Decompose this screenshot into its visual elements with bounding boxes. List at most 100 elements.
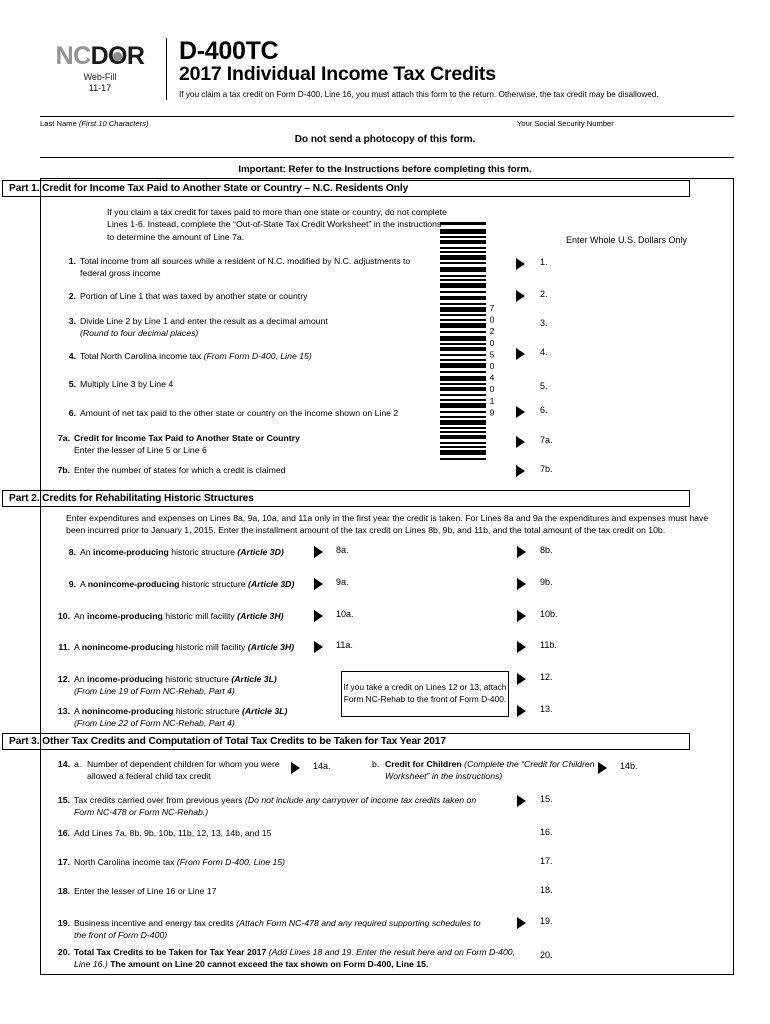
line-14b-label: b. [372, 759, 380, 769]
line-10b-arrow-icon [517, 610, 526, 622]
line-9-article: (Article 3D) [248, 579, 295, 589]
line-12-row: 12. An income-producing historic structu… [50, 673, 340, 697]
line-7b-field-label: 7b. [540, 464, 553, 474]
line-17-row: 17. North Carolina income tax (From Form… [50, 856, 490, 868]
line-7b-arrow-icon [516, 465, 525, 477]
line-4-row: 4. Total North Carolina income tax (From… [56, 350, 436, 362]
line-15-italic: (Do not include any carryover of income … [74, 795, 477, 818]
line-4-number: 4. [68, 351, 76, 361]
part1-heading: Part 1. Credit for Income Tax Paid to An… [2, 180, 690, 197]
part1-intro: If you claim a tax credit for taxes paid… [107, 207, 447, 242]
line-16-number: 16. [57, 828, 70, 838]
line-11-article: (Article 3H) [247, 642, 295, 652]
logo-d-text: D [90, 42, 109, 70]
line-4-text-ref: (From Form D-400, Line 15) [203, 351, 312, 361]
line-1-arrow-icon [516, 258, 525, 270]
line-4-field-label: 4. [540, 347, 548, 357]
important-note: Important: Refer to the Instructions bef… [238, 164, 532, 175]
line-13-article: (Article 3L) [242, 706, 288, 716]
line-9a-arrow-icon [314, 578, 323, 590]
line-13-subtext: (From Line 22 of Form NC-Rehab, Part 4) [74, 718, 235, 729]
line-13-row: 13. A nonincome-producing historic struc… [50, 705, 340, 729]
line-6-arrow-icon [516, 406, 525, 418]
line-9a-field-label: 9a. [336, 577, 349, 587]
line-9b-arrow-icon [517, 578, 526, 590]
line-1-row: 1. Total income from all sources while a… [56, 255, 426, 279]
line-17-text: North Carolina income tax (From Form D-4… [74, 856, 490, 868]
line-14a-arrow-icon [291, 762, 300, 774]
line-10-post: historic mill facility [162, 611, 238, 621]
line-19-main: Business incentive and energy tax credit… [74, 918, 237, 928]
part2-heading: Part 2. Credits for Rehabilitating Histo… [2, 490, 690, 507]
line-12-post: historic structure [162, 674, 232, 684]
line-15-main: Tax credits carried over from previous y… [74, 795, 245, 805]
line-11-row: 11. A nonincome-producing historic mill … [50, 641, 315, 653]
line-9-number: 9. [68, 579, 76, 589]
line-2-text: Portion of Line 1 that was taxed by anot… [80, 291, 308, 301]
line-7a-field-label: 7a. [540, 435, 553, 445]
line-13-field-label: 13. [540, 704, 553, 714]
line-2-arrow-icon [516, 290, 525, 302]
line-11b-arrow-icon [517, 641, 526, 653]
line-1-text: Total income from all sources while a re… [80, 256, 411, 279]
line-19-number: 19. [57, 918, 70, 928]
line-19-row: 19. Business incentive and energy tax cr… [50, 917, 495, 941]
line-11-post: historic mill facility [173, 642, 248, 652]
line-2-field-label: 2. [540, 289, 548, 299]
line-14b-italic: (Complete the “Credit for Children Works… [385, 759, 595, 782]
line-1-field-label: 1. [540, 257, 548, 267]
line-7a-row: 7a. Credit for Income Tax Paid to Anothe… [50, 432, 450, 456]
line-8-bold: income-producing [93, 547, 169, 557]
line-15-field-label: 15. [540, 794, 553, 804]
line-20-text: Total Tax Credits to be Taken for Tax Ye… [74, 946, 530, 970]
line-8-row: 8. An income-producing historic structur… [56, 546, 316, 558]
line-17-italic: (From Form D-400, Line 15) [176, 857, 285, 867]
last-name-label-hint: (First 10 Characters) [78, 119, 149, 128]
ssn-label: Your Social Security Number [517, 119, 614, 128]
line-8-pre: An [80, 547, 94, 557]
line-17-number: 17. [57, 857, 70, 867]
line-7a-text: Credit for Income Tax Paid to Another St… [74, 433, 300, 443]
line-14b-bold: Credit for Children [385, 759, 462, 769]
line-19-italic: (Attach Form NC-478 and any required sup… [74, 918, 481, 941]
webfill-label: Web-Fill [83, 72, 117, 82]
logo-nc-text: NC [55, 42, 92, 70]
line-14a-text: Number of dependent children for whom yo… [87, 759, 280, 782]
line-6-text: Amount of net tax paid to the other stat… [80, 408, 399, 418]
line-5-number: 5. [68, 379, 76, 389]
line-5-text: Multiply Line 3 by Line 4 [80, 379, 174, 389]
line-9-pre: A [80, 579, 88, 589]
line-20-row: 20. Total Tax Credits to be Taken for Ta… [50, 946, 530, 970]
line-20-bold: Total Tax Credits to be Taken for Tax Ye… [74, 947, 269, 957]
photocopy-note: Do not send a photocopy of this form. [294, 134, 476, 145]
line-11-pre: A [74, 642, 82, 652]
part3-heading: Part 3. Other Tax Credits and Computatio… [2, 733, 690, 750]
line-13-number: 13. [57, 706, 70, 716]
attach-note: If you claim a tax credit on Form D-400,… [179, 89, 659, 99]
line-3-field-label: 3. [540, 318, 548, 328]
line-11-bold: nonincome-producing [81, 642, 174, 652]
line-7a-number: 7a. [57, 433, 70, 443]
line-12-subtext: (From Line 19 of Form NC-Rehab, Part 4) [74, 686, 235, 697]
line-9-row: 9. A nonincome-producing historic struct… [56, 578, 316, 590]
line-20-number: 20. [57, 947, 70, 957]
logo-o-text: O [108, 44, 127, 69]
header-divider [166, 38, 167, 100]
line-7a-subtext: Enter the lesser of Line 5 or Line 6 [74, 445, 207, 456]
line-18-row: 18. Enter the lesser of Line 16 or Line … [50, 885, 490, 897]
line-13-post: historic structure [173, 706, 242, 716]
header-rule [40, 116, 734, 117]
line-19-field-label: 19. [540, 916, 553, 926]
line-15-number: 15. [57, 795, 70, 805]
line-4-text: Total North Carolina income tax [80, 351, 204, 361]
line-8a-arrow-icon [314, 546, 323, 558]
line-4-arrow-icon [516, 348, 525, 360]
logo-r-text: R [126, 42, 145, 70]
line-13-bold: nonincome-producing [81, 706, 174, 716]
line-14b-field-label: 14b. [620, 761, 638, 771]
line-14a-label: a. [74, 759, 82, 769]
line-3-number: 3. [68, 316, 76, 326]
last-name-label: Last Name (First 10 Characters) [40, 119, 148, 128]
line-3-subtext: (Round to four decimal places) [80, 328, 199, 339]
